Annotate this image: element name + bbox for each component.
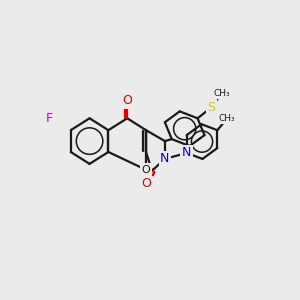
Text: F: F [46,112,53,125]
Text: S: S [207,101,215,114]
Text: O: O [122,94,132,107]
Text: CH₃: CH₃ [219,114,236,123]
Text: N: N [182,146,191,160]
Text: CH₃: CH₃ [213,89,230,98]
Text: O: O [142,165,150,175]
Text: O: O [141,177,151,190]
Text: N: N [160,152,170,165]
